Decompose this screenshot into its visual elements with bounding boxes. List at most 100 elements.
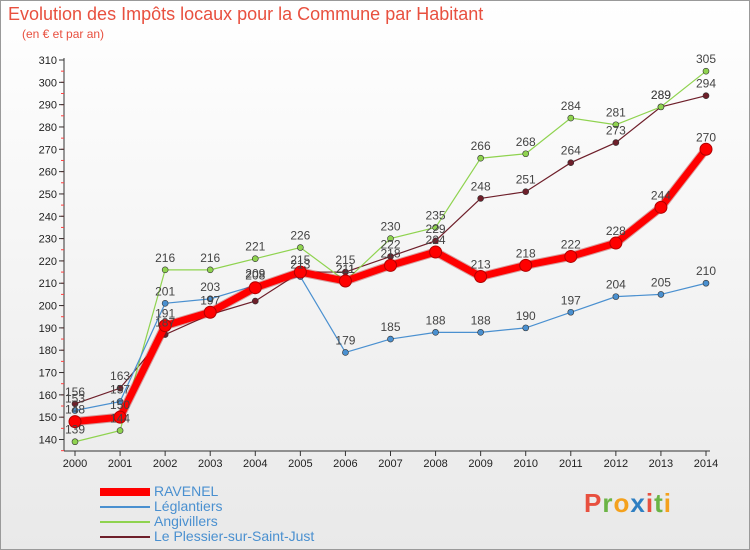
data-label: 144 xyxy=(110,412,130,426)
data-point xyxy=(612,139,620,146)
legend-label: RAVENEL xyxy=(154,483,219,499)
data-point xyxy=(158,319,172,333)
data-label: 222 xyxy=(561,237,581,251)
data-label: 185 xyxy=(380,320,400,334)
data-point xyxy=(384,258,397,272)
x-tick-label: 2013 xyxy=(649,458,673,470)
data-point xyxy=(429,245,443,259)
data-point xyxy=(657,291,665,298)
data-label: 204 xyxy=(606,278,626,292)
data-point xyxy=(657,103,665,111)
data-point xyxy=(477,195,484,202)
y-tick-label: 220 xyxy=(39,256,57,268)
data-label: 251 xyxy=(516,173,536,187)
data-point xyxy=(567,308,575,316)
data-label: 153 xyxy=(65,391,85,405)
y-tick-label: 270 xyxy=(39,144,57,156)
data-label: 188 xyxy=(471,313,491,327)
line-chart: 140 150 160 170 180 190 200 210 220 230 240 250 260 2… xyxy=(39,52,719,470)
data-point xyxy=(116,384,124,392)
legend-label: Angivillers xyxy=(154,513,218,529)
data-point xyxy=(564,249,578,263)
legend-label: Léglantiers xyxy=(154,498,223,514)
y-tick-label: 290 xyxy=(39,100,57,112)
x-tick-label: 2014 xyxy=(694,458,718,470)
data-label: 201 xyxy=(155,284,175,298)
data-point xyxy=(702,67,710,75)
y-tick-label: 230 xyxy=(39,234,57,246)
data-label: 284 xyxy=(561,99,581,113)
proxiti-logo: Proxiti xyxy=(584,488,672,519)
x-tick-label: 2009 xyxy=(468,458,492,470)
data-point xyxy=(522,324,530,332)
logo-letter: o xyxy=(613,488,631,518)
y-tick-label: 310 xyxy=(39,55,57,67)
data-label: 150 xyxy=(110,398,130,412)
series-angivillers xyxy=(71,67,710,446)
data-label: 218 xyxy=(380,246,400,260)
data-label: 229 xyxy=(426,222,446,236)
data-label: 281 xyxy=(606,106,626,120)
data-point xyxy=(432,237,439,245)
data-point xyxy=(113,410,127,424)
data-point xyxy=(206,295,214,303)
legend-swatch xyxy=(100,521,150,523)
data-point xyxy=(567,114,575,122)
x-tick-label: 2001 xyxy=(108,458,132,470)
data-label: 190 xyxy=(516,309,536,323)
data-point xyxy=(702,279,710,287)
data-label: 188 xyxy=(426,313,446,327)
data-point xyxy=(432,329,439,336)
data-point xyxy=(477,329,484,336)
data-point xyxy=(251,255,259,262)
data-point xyxy=(71,400,79,408)
data-point xyxy=(161,300,169,307)
data-label: 235 xyxy=(426,208,446,222)
data-point xyxy=(387,235,394,242)
y-tick-label: 300 xyxy=(39,77,57,89)
data-label: 197 xyxy=(561,293,581,307)
data-label: 215 xyxy=(290,253,310,267)
data-point xyxy=(68,415,82,429)
data-label: 157 xyxy=(110,383,130,397)
data-label: 224 xyxy=(426,233,446,247)
data-point xyxy=(116,427,124,434)
logo-letter: t xyxy=(654,488,664,518)
data-label: 226 xyxy=(290,229,310,243)
data-label: 216 xyxy=(200,251,220,265)
x-tick-label: 2005 xyxy=(288,458,312,470)
data-point xyxy=(612,293,620,300)
x-tick-label: 2010 xyxy=(513,458,537,470)
data-label: 197 xyxy=(200,293,220,307)
data-labels: 156 163 187 215 222 229 248 251 264 273 289 294 139 1… xyxy=(65,52,716,437)
data-point xyxy=(203,305,217,319)
legend-label: Le Plessier-sur-Saint-Just xyxy=(154,528,315,544)
data-point xyxy=(293,265,307,279)
data-label: 203 xyxy=(200,280,220,294)
data-point xyxy=(71,438,79,446)
legend-swatch xyxy=(100,488,150,496)
data-label: 221 xyxy=(245,240,265,254)
data-label: 305 xyxy=(696,52,716,66)
data-label: 208 xyxy=(245,269,265,283)
y-tick-label: 250 xyxy=(39,189,57,201)
data-label: 230 xyxy=(380,220,400,234)
x-tick-label: 2007 xyxy=(378,458,402,470)
data-label: 218 xyxy=(516,246,536,260)
data-point xyxy=(342,349,349,356)
data-label: 266 xyxy=(471,139,491,153)
data-label: 222 xyxy=(380,237,400,251)
data-label: 273 xyxy=(606,124,626,138)
data-label: 187 xyxy=(155,316,175,330)
data-label: 210 xyxy=(696,264,716,278)
data-point xyxy=(432,224,439,231)
logo-letter: i xyxy=(663,488,672,518)
data-label: 228 xyxy=(606,224,626,238)
data-label: 248 xyxy=(471,179,491,193)
data-label: 270 xyxy=(696,130,716,144)
x-tick-label: 2006 xyxy=(333,458,357,470)
data-label: 268 xyxy=(516,135,536,149)
y-tick-label: 180 xyxy=(39,345,57,357)
data-label: 179 xyxy=(335,333,355,347)
